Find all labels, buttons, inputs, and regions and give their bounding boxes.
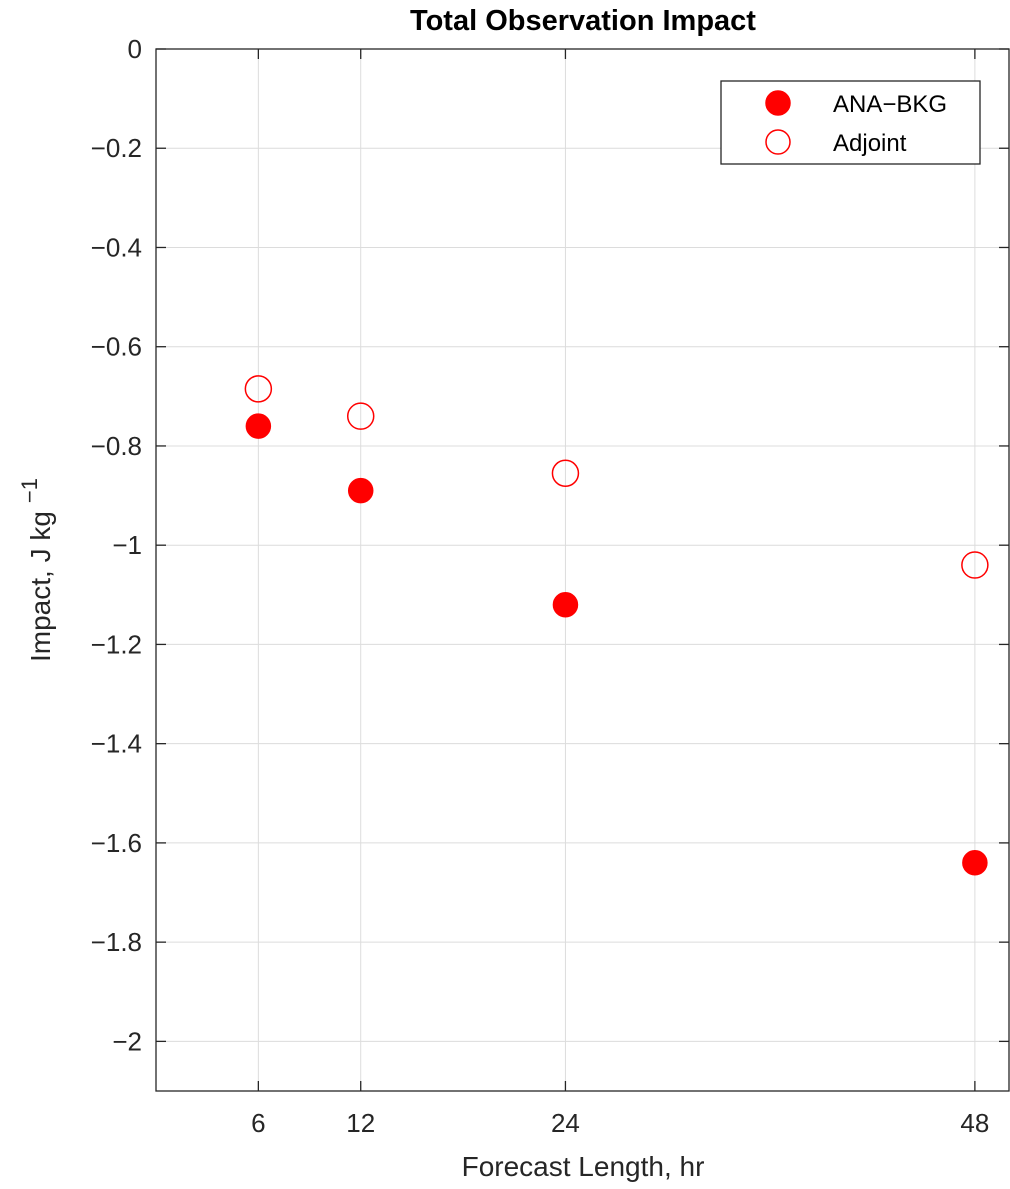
point-ana-bkg: [552, 591, 579, 618]
point-ana-bkg: [962, 850, 988, 876]
legend-marker-ana-bkg: [765, 90, 791, 116]
chart-title: Total Observation Impact: [410, 5, 756, 37]
y-axis-label-text: Impact, J kg: [25, 511, 56, 662]
point-adjoint: [961, 551, 989, 579]
point-ana-bkg: [347, 477, 374, 504]
y-tick-label: −0.4: [91, 232, 142, 262]
x-tick-label: 48: [960, 1108, 989, 1138]
ticks: 6 12 24 48 0 −0.2 −0.4 −0.6 −0.8 −1 −1.2 −1.4 −1.6 −1…: [91, 34, 1009, 1138]
grid: [156, 48, 1009, 1091]
y-tick-label: −1.8: [91, 927, 142, 957]
y-tick-label: −0.8: [91, 431, 142, 461]
point-adjoint: [551, 459, 580, 487]
y-tick-label: −0.6: [91, 332, 142, 362]
y-tick-label: −2: [112, 1026, 142, 1056]
y-axis-label-superscript: −1: [17, 478, 42, 503]
point-ana-bkg: [245, 413, 272, 439]
legend-marker-adjoint: [765, 129, 791, 155]
y-tick-label: −0.2: [91, 133, 142, 163]
point-adjoint: [346, 402, 375, 430]
y-tick-label: −1.2: [91, 629, 142, 659]
point-adjoint: [244, 375, 273, 403]
x-tick-label: 12: [346, 1108, 375, 1138]
x-tick-label: 24: [551, 1108, 580, 1138]
legend-label-ana-bkg: ANA−BKG: [833, 91, 947, 118]
plot-area: [155, 48, 1010, 1092]
y-axis-label: Impact, J kg −1: [17, 478, 56, 662]
x-tick-label: 6: [251, 1108, 265, 1138]
y-tick-label: −1.4: [91, 729, 142, 759]
legend: ANA−BKG Adjoint: [720, 80, 981, 165]
legend-box: [720, 80, 981, 165]
x-axis-label: Forecast Length, hr: [462, 1151, 705, 1182]
y-tick-label: −1: [112, 530, 142, 560]
legend-label-adjoint: Adjoint: [833, 130, 907, 157]
y-tick-label: 0: [128, 34, 142, 64]
markers: [244, 375, 989, 876]
y-tick-label: −1.6: [91, 828, 142, 858]
